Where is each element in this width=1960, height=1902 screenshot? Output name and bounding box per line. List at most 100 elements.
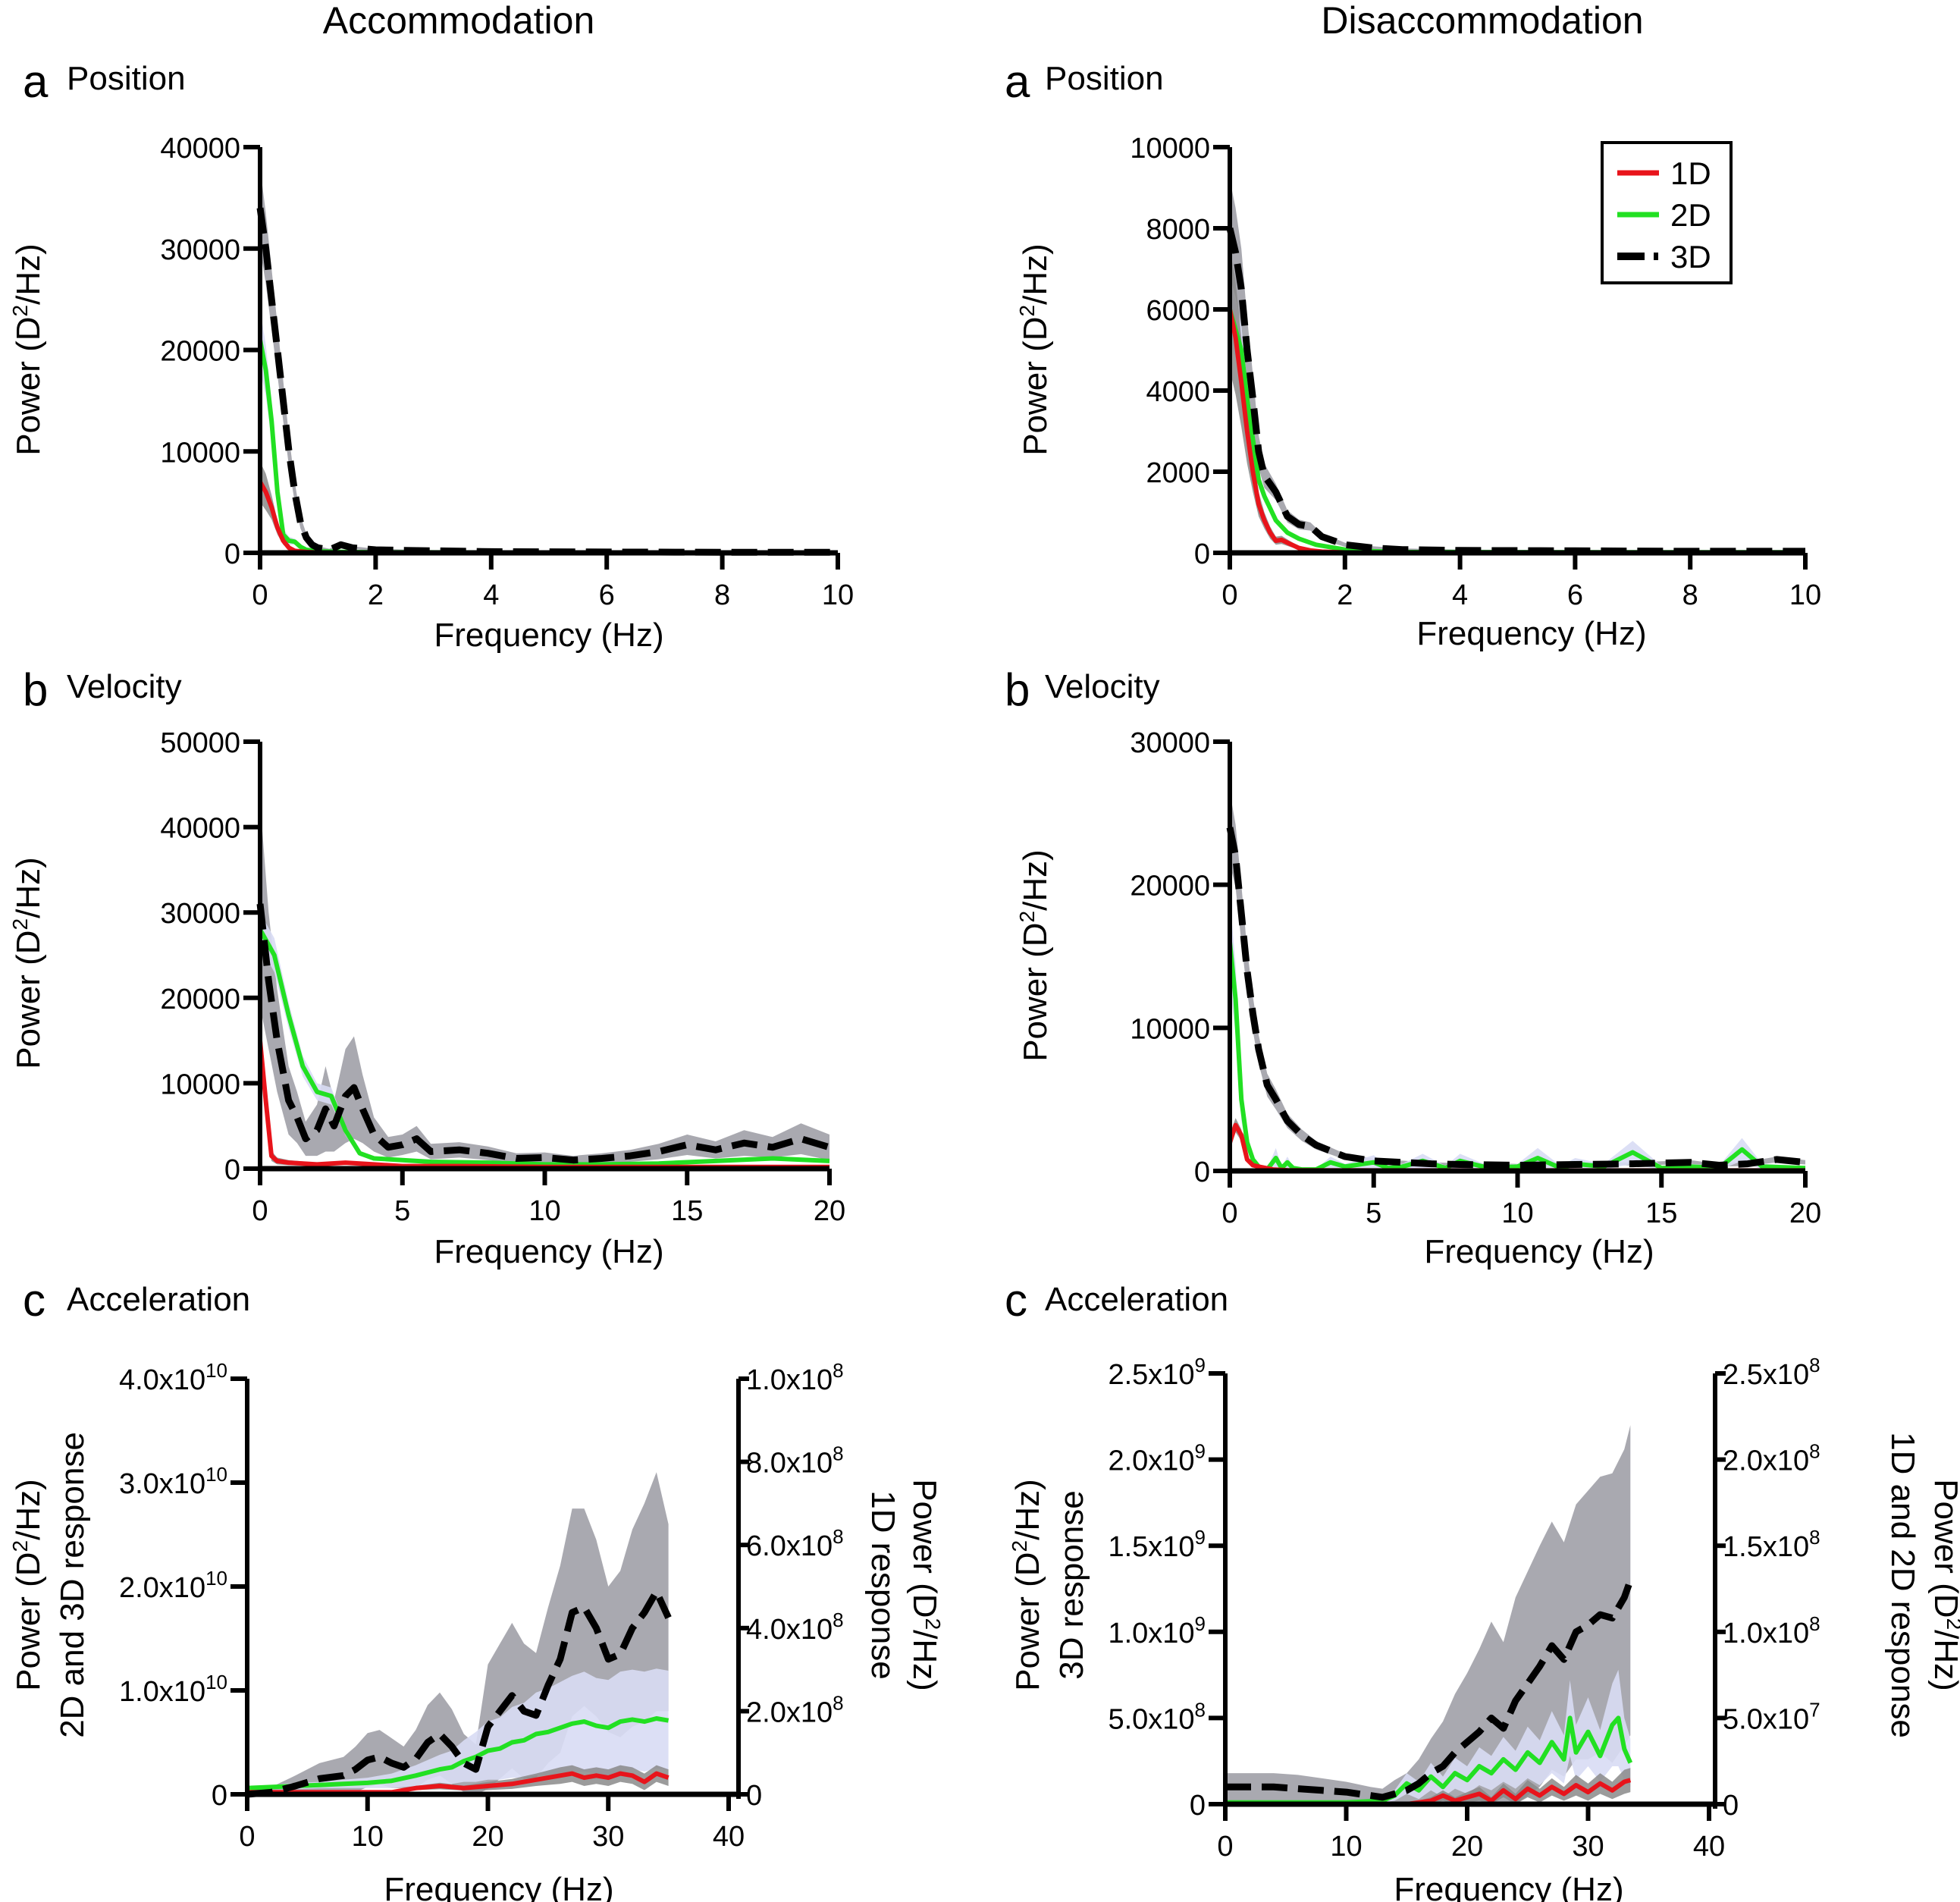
y-tick-label: 6000 — [1146, 295, 1210, 327]
x-tick-label: 6 — [599, 579, 615, 611]
x-tick-label: 0 — [1217, 1831, 1233, 1863]
y-axis-title: Power (D2/Hz) — [8, 243, 47, 456]
y-tick-label: 4000 — [1146, 376, 1210, 408]
panel-title: Position — [67, 60, 186, 97]
x-axis-title: Frequency (Hz) — [1416, 615, 1646, 652]
x-tick-label: 2 — [368, 579, 384, 611]
panel-dis-position: a Position 0 2000 4000 6000 8000 10000 0 2 4 6 8 10 Fr… — [1005, 56, 1821, 652]
sem-band-3d — [260, 167, 838, 553]
x-tick-label: 20 — [1451, 1831, 1483, 1863]
series-line-1d — [1225, 1778, 1632, 1806]
y2-tick-label: 2.0x108 — [746, 1691, 844, 1728]
panel-title: Position — [1045, 60, 1164, 97]
y-tick-label: 2000 — [1146, 457, 1210, 489]
x-tick-label: 10 — [1789, 579, 1821, 611]
panel-title: Velocity — [1045, 668, 1160, 705]
y-tick-label: 1.0x109 — [1108, 1612, 1206, 1649]
x-tick-label: 5 — [394, 1195, 410, 1227]
panel-letter: a — [1005, 56, 1030, 107]
panel-letter: c — [1005, 1275, 1027, 1326]
y-tick-label: 20000 — [1130, 871, 1210, 902]
y-tick-label: 8000 — [1146, 214, 1210, 246]
x-tick-label: 10 — [822, 579, 854, 611]
series-line-2d — [1228, 941, 1806, 1172]
series-line-3d — [256, 903, 831, 1164]
y2-tick-label: 2.5x108 — [1723, 1354, 1820, 1391]
legend-item: 2D — [1617, 197, 1711, 233]
x-tick-label: 20 — [1789, 1197, 1821, 1229]
y-axis-title: Power (D2/Hz) — [8, 1479, 47, 1691]
y-tick-label: 2.5x109 — [1108, 1354, 1206, 1391]
y2-tick-label: 6.0x108 — [746, 1525, 844, 1562]
y2-tick-label: 1.5x108 — [1723, 1526, 1820, 1563]
sem-band-1d — [1225, 1768, 1631, 1804]
x-tick-label: 0 — [1221, 579, 1237, 611]
sem-band-1d — [1230, 248, 1805, 553]
y-tick-label: 1.5x109 — [1108, 1526, 1206, 1563]
x-tick-label: 10 — [352, 1821, 384, 1853]
panel-acc-acceleration: c Acceleration 0 1.0x1010 2.0x1010 3.0x1010 4.… — [8, 1275, 945, 1902]
series-line-3d — [1225, 1579, 1634, 1801]
y-tick-label: 10000 — [160, 1069, 240, 1100]
y2-axis-title-line2: 1D response — [864, 1490, 902, 1679]
y-axis-title: Power (D2/Hz) — [1015, 243, 1054, 456]
y2-tick-label: 2.0x108 — [1723, 1440, 1820, 1477]
y-tick-label: 50000 — [160, 727, 240, 759]
x-tick-label: 15 — [1645, 1197, 1677, 1229]
series-line-3d — [256, 207, 839, 556]
panel-letter: b — [1005, 664, 1030, 715]
y-axis-title: Power (D2/Hz) — [1008, 1479, 1046, 1691]
series-line-3d — [1226, 827, 1806, 1169]
sem-band-2d — [1230, 899, 1805, 1171]
x-tick-label: 6 — [1567, 579, 1583, 611]
column-title-accommodation: Accommodation — [323, 0, 595, 42]
y-axis-title: Power (D2/Hz) — [1015, 849, 1054, 1062]
y2-axis-title: Power (D2/Hz) — [906, 1479, 945, 1691]
y-tick-label: 0 — [1194, 538, 1210, 570]
sem-band-3d — [260, 801, 829, 1165]
y-axis-title: Power (D2/Hz) — [8, 857, 47, 1069]
y2-axis-title: Power (D2/Hz) — [1927, 1479, 1960, 1691]
x-tick-label: 15 — [671, 1195, 703, 1227]
x-tick-label: 5 — [1366, 1197, 1381, 1229]
panel-title: Acceleration — [1045, 1281, 1228, 1318]
x-tick-label: 40 — [713, 1821, 745, 1853]
panel-acc-position: a Position 0 10000 20000 30000 40000 0 2 4 6 8 10 Fre… — [8, 56, 854, 654]
series-line-2d — [1225, 1715, 1633, 1805]
column-title-disaccommodation: Disaccommodation — [1321, 0, 1643, 42]
y-tick-label: 0 — [224, 538, 240, 570]
panel-dis-acceleration: c Acceleration 0 5.0x108 1.0x109 1.5x109 2.0x1… — [1005, 1275, 1960, 1902]
x-tick-label: 4 — [483, 579, 499, 611]
x-tick-label: 20 — [472, 1821, 503, 1853]
y-tick-label: 0 — [212, 1780, 227, 1812]
series-line-2d — [258, 339, 838, 555]
x-tick-label: 8 — [714, 579, 730, 611]
x-axis-title: Frequency (Hz) — [434, 617, 663, 654]
y-tick-label: 1.0x1010 — [119, 1671, 227, 1708]
x-tick-label: 0 — [1221, 1197, 1237, 1229]
y-tick-label: 0 — [1194, 1157, 1210, 1188]
x-axis-title: Frequency (Hz) — [384, 1871, 613, 1902]
sem-band-2d — [247, 1668, 669, 1791]
y2-tick-label: 0 — [746, 1780, 762, 1812]
series-line-3d — [246, 1588, 672, 1798]
panel-title: Acceleration — [67, 1281, 250, 1318]
panel-letter: a — [23, 56, 49, 107]
y-tick-label: 0 — [1190, 1790, 1206, 1822]
y-tick-label: 30000 — [1130, 727, 1210, 759]
legend-label: 3D — [1670, 239, 1711, 275]
y-tick-label: 10000 — [1130, 133, 1210, 165]
y-axis-title-line2: 2D and 3D response — [54, 1432, 91, 1738]
series-line-2d — [258, 928, 830, 1167]
series-line-2d — [246, 1716, 670, 1791]
y-tick-label: 20000 — [160, 984, 240, 1015]
legend-item: 1D — [1617, 155, 1711, 191]
sem-band-2d — [1230, 277, 1805, 553]
y2-tick-label: 1.0x108 — [1723, 1612, 1820, 1649]
panel-dis-velocity: b Velocity 0 10000 20000 30000 0 5 10 15 20 Frequen… — [1005, 664, 1821, 1270]
x-tick-label: 2 — [1337, 579, 1353, 611]
y-tick-label: 40000 — [160, 133, 240, 165]
y-tick-label: 10000 — [1130, 1013, 1210, 1045]
